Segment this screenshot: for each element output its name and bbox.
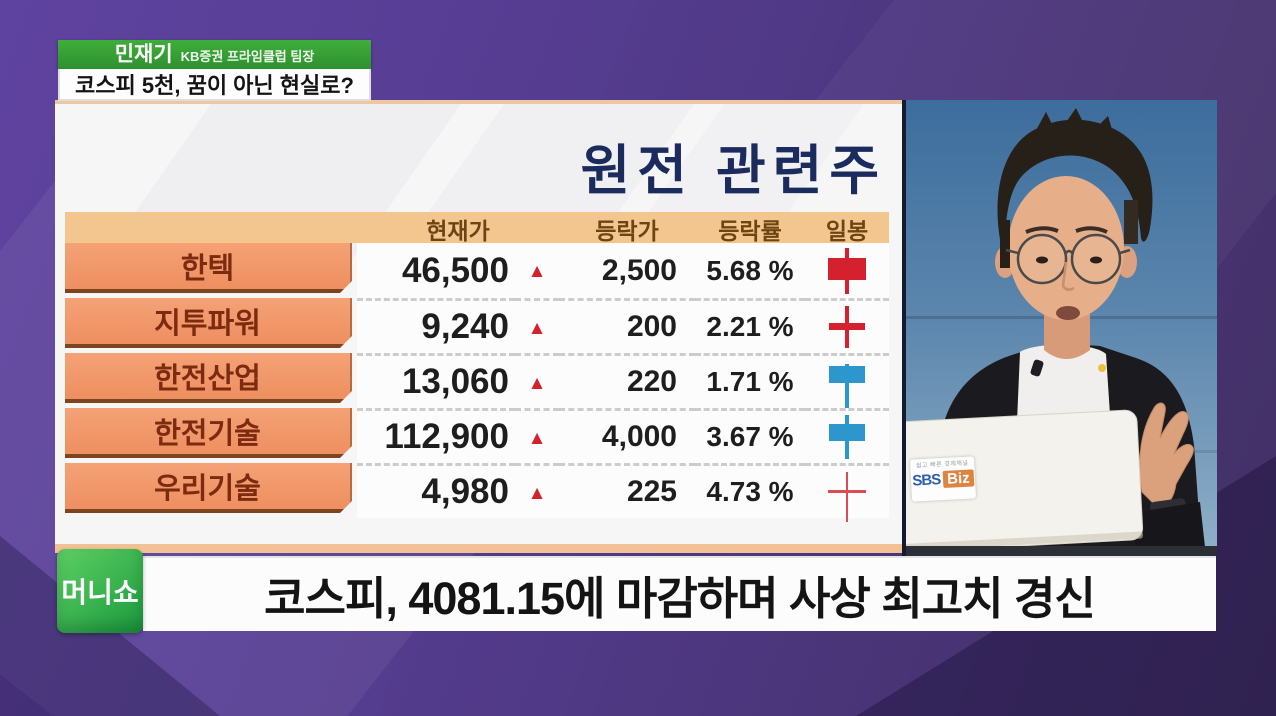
stock-change: 220 xyxy=(559,353,695,408)
up-triangle-icon: ▲ xyxy=(515,298,559,353)
stock-rate: 4.73 % xyxy=(695,463,805,518)
expert-name: 민재기 xyxy=(114,43,173,66)
candle-cell xyxy=(805,243,889,298)
stock-price: 46,500 xyxy=(357,243,515,298)
col-header-price: 현재가 xyxy=(426,218,490,244)
up-triangle-icon: ▲ xyxy=(515,408,559,463)
sbs-logo-text: SBS xyxy=(911,471,941,490)
show-badge: 머니쇼 xyxy=(57,549,143,633)
stock-name: 한전산업 xyxy=(65,353,352,403)
stock-rate: 1.71 % xyxy=(695,353,805,408)
stock-price: 13,060 xyxy=(357,353,515,408)
candle-cell xyxy=(805,298,889,353)
expert-title: KB증권 프라임클럽 팀장 xyxy=(180,49,315,64)
stock-change: 4,000 xyxy=(559,408,695,463)
candlestick-icon xyxy=(824,466,870,518)
sbs-biz-sticker: 쉽고 빠른 경제채널 SBS Biz xyxy=(909,456,977,502)
table-header-row: 현재가 등락가 등락률 일봉 xyxy=(65,212,889,244)
panel-bottom-strip xyxy=(55,544,902,553)
table-row: 지투파워 9,240 ▲ 200 2.21 % xyxy=(65,298,889,353)
up-triangle-icon: ▲ xyxy=(515,463,559,518)
stock-rate: 5.68 % xyxy=(695,243,805,298)
analyst-photo xyxy=(906,108,1217,556)
col-header-candle: 일봉 xyxy=(825,218,869,244)
stock-change: 2,500 xyxy=(559,243,695,298)
up-triangle-icon: ▲ xyxy=(515,243,559,298)
stock-price: 9,240 xyxy=(357,298,515,353)
stock-table: 현재가 등락가 등락률 일봉 한텍 46,500 ▲ 2,500 5.68 % … xyxy=(65,212,889,518)
stock-price: 4,980 xyxy=(357,463,515,518)
col-header-rate: 등락률 xyxy=(718,218,782,244)
stock-rate: 3.67 % xyxy=(695,408,805,463)
table-row: 우리기술 4,980 ▲ 225 4.73 % xyxy=(65,463,889,518)
col-header-change: 등락가 xyxy=(595,218,659,244)
candle-cell xyxy=(805,463,889,518)
candle-cell xyxy=(805,353,889,408)
candlestick-icon xyxy=(824,356,870,408)
expert-name-bar: 민재기 KB증권 프라임클럽 팀장 xyxy=(58,40,371,69)
candlestick-icon xyxy=(824,411,870,463)
expert-banner: 민재기 KB증권 프라임클럽 팀장 코스피 5천, 꿈이 아닌 현실로? xyxy=(58,40,371,101)
stock-name: 한텍 xyxy=(65,243,352,293)
stock-panel: 원전 관련주 현재가 등락가 등락률 일봉 한텍 46,500 ▲ 2,500 … xyxy=(55,100,902,553)
stock-price: 112,900 xyxy=(357,408,515,463)
biz-logo-text: Biz xyxy=(942,469,975,488)
panel-title: 원전 관련주 xyxy=(580,141,886,201)
candlestick-icon xyxy=(824,301,870,353)
table-row: 한텍 46,500 ▲ 2,500 5.68 % xyxy=(65,243,889,298)
channel-tagline: 쉽고 빠른 경제채널 xyxy=(915,460,969,470)
analyst-video-feed: 쉽고 빠른 경제채널 SBS Biz xyxy=(902,100,1217,556)
stock-change: 225 xyxy=(559,463,695,518)
table-row: 한전기술 112,900 ▲ 4,000 3.67 % xyxy=(65,408,889,463)
stock-name: 지투파워 xyxy=(65,298,352,348)
table-row: 한전산업 13,060 ▲ 220 1.71 % xyxy=(65,353,889,408)
ticker-headline: 코스피, 4081.15에 마감하며 사상 최고치 경신 xyxy=(143,556,1216,631)
stock-rate: 2.21 % xyxy=(695,298,805,353)
topic-bar: 코스피 5천, 꿈이 아닌 현실로? xyxy=(58,69,371,101)
stock-name: 한전기술 xyxy=(65,408,352,458)
stock-name: 우리기술 xyxy=(65,463,352,513)
candle-cell xyxy=(805,408,889,463)
candlestick-icon xyxy=(824,245,870,297)
sbs-biz-logo: SBS Biz xyxy=(911,469,976,490)
stock-change: 200 xyxy=(559,298,695,353)
up-triangle-icon: ▲ xyxy=(515,353,559,408)
